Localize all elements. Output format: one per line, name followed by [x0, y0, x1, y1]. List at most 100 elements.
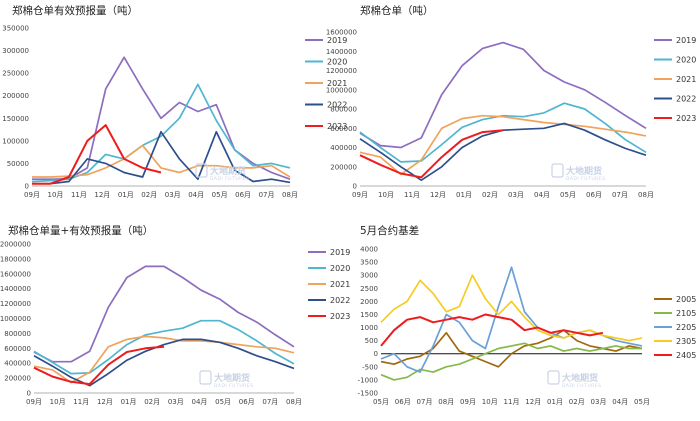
y-tick-label: 1400000 — [326, 48, 357, 56]
y-tick-label: 800000 — [4, 330, 31, 338]
y-tick-label: 600000 — [4, 345, 31, 353]
legend-label-2023: 2023 — [330, 312, 350, 321]
legend-label-2019: 2019 — [327, 36, 347, 45]
x-tick-label: 02月 — [569, 398, 585, 406]
x-tick-label: 03月 — [591, 398, 607, 406]
y-tick-label: 800000 — [330, 106, 357, 114]
x-tick-label: 01月 — [547, 398, 563, 406]
x-tick-label: 02月 — [482, 191, 498, 199]
x-tick-label: 04月 — [612, 398, 628, 406]
x-tick-label: 07月 — [259, 191, 275, 199]
legend-label-2023: 2023 — [676, 114, 696, 123]
series-lines — [31, 56, 291, 185]
x-tick-label: 08月 — [438, 398, 454, 406]
x-tick-label: 07月 — [262, 398, 278, 406]
watermark-logo-icon — [551, 163, 564, 178]
x-tick-label: 06月 — [239, 398, 255, 406]
y-tick-label: -1500 — [358, 390, 378, 398]
y-tick-label: 0 — [27, 390, 31, 398]
y-tick-label: 200000 — [4, 375, 31, 383]
x-tick-label: 09月 — [24, 191, 40, 199]
chart-title: 郑棉仓单（吨） — [360, 4, 434, 17]
x-tick-label: 01月 — [118, 191, 134, 199]
y-tick-label: 1200000 — [0, 300, 31, 308]
watermark-brand: 大地期货 — [566, 165, 602, 177]
series-line-2021 — [33, 335, 295, 384]
x-tick-label: 05月 — [560, 191, 576, 199]
series-line-2305 — [380, 274, 643, 342]
x-tick-label: 06月 — [395, 398, 411, 406]
x-tick-label: 12月 — [525, 398, 541, 406]
y-axis: 0 200000 400000 600000 800000 1000000 1200000 1… — [0, 241, 294, 398]
y-tick-label: 1400000 — [0, 285, 31, 293]
y-tick-label: 1600000 — [326, 29, 357, 37]
y-tick-label: 250000 — [2, 70, 29, 78]
legend-label-2021: 2021 — [327, 79, 347, 88]
x-tick-label: 08月 — [638, 191, 654, 199]
legend: 2005 2105 2205 2305 2405 — [654, 295, 696, 360]
x-tick-label: 10月 — [378, 191, 394, 199]
legend-label-2021: 2021 — [330, 280, 350, 289]
x-tick-label: 05月 — [215, 398, 231, 406]
x-tick-label: 04月 — [191, 398, 207, 406]
series-line-2020 — [33, 319, 295, 375]
series-line-2020 — [31, 83, 291, 183]
x-tick-label: 04月 — [188, 191, 204, 199]
panel-warehouse-forecast: 郑棉仓单有效预报量（吨） 0 50000 100000 150000 200000 250… — [2, 4, 347, 199]
chart-title: 郑棉仓单有效预报量（吨） — [12, 4, 138, 17]
watermark-brand: 大地期货 — [210, 165, 246, 177]
chart-title: 郑棉仓单量+有效预报量（吨） — [8, 224, 153, 237]
y-tick-label: 1600000 — [0, 270, 31, 278]
x-tick-label: 12月 — [430, 191, 446, 199]
y-tick-label: 400000 — [330, 144, 357, 152]
legend-label-2022: 2022 — [327, 101, 347, 110]
x-tick-label: 10月 — [47, 191, 63, 199]
x-tick-label: 03月 — [165, 191, 181, 199]
y-tick-label: 2000 — [360, 298, 378, 306]
x-tick-label: 03月 — [508, 191, 524, 199]
y-tick-label: 1000000 — [0, 315, 31, 323]
y-axis: 0 200000 400000 600000 800000 1000000 1200000 1… — [326, 29, 646, 191]
y-tick-label: 3500 — [360, 259, 378, 267]
y-tick-label: -1000 — [358, 376, 378, 384]
series-line-2021 — [359, 114, 647, 176]
watermark-logo-icon — [547, 370, 560, 385]
y-tick-label: 0 — [25, 183, 29, 191]
x-tick-label: 03月 — [168, 398, 184, 406]
x-tick-label: 07月 — [612, 191, 628, 199]
y-tick-label: 400000 — [4, 360, 31, 368]
series-line-2405 — [380, 313, 604, 347]
legend-label-2105: 2105 — [676, 309, 696, 318]
y-tick-label: 100000 — [2, 137, 29, 145]
series-line-2021 — [32, 144, 291, 178]
watermark-logo-icon — [199, 370, 212, 385]
legend-label-2020: 2020 — [676, 56, 696, 65]
watermark-sub: DADI FUTURES — [562, 383, 601, 389]
x-tick-label: 11月 — [504, 398, 520, 406]
y-axis: 0 50000 100000 150000 200000 250000 300000 3500… — [2, 25, 290, 191]
y-tick-label: 1500 — [360, 311, 378, 319]
series-line-2023 — [359, 129, 504, 179]
y-tick-label: 1000000 — [326, 86, 357, 94]
x-axis: 05月 06月 07月 08月 09月 10月 11月 12月 01月 02月 03月 04月 05月 — [373, 398, 650, 406]
x-tick-label: 10月 — [50, 398, 66, 406]
chart-title: 5月合约基差 — [360, 224, 419, 237]
x-axis: 09月 10月 11月 12月 01月 02月 03月 04月 05月 06月 07月 08月 — [26, 398, 302, 406]
series-line-2023 — [32, 124, 162, 185]
watermark-logo-icon — [195, 163, 208, 178]
x-tick-label: 06月 — [235, 191, 251, 199]
y-tick-label: 0 — [374, 350, 378, 358]
legend-label-2020: 2020 — [330, 264, 350, 273]
series-line-2019 — [33, 265, 295, 363]
x-tick-label: 11月 — [404, 191, 420, 199]
y-tick-label: 4000 — [360, 246, 378, 254]
y-tick-label: 3000 — [360, 272, 378, 280]
series-lines — [33, 265, 295, 387]
y-tick-label: 1200000 — [326, 67, 357, 75]
x-axis: 09月 10月 11月 12月 01月 02月 03月 04月 05月 06月 07月 08月 — [24, 191, 298, 199]
legend-label-2205: 2205 — [676, 323, 696, 332]
x-tick-label: 01月 — [121, 398, 137, 406]
x-tick-label: 12月 — [94, 191, 110, 199]
x-tick-label: 11月 — [71, 191, 87, 199]
